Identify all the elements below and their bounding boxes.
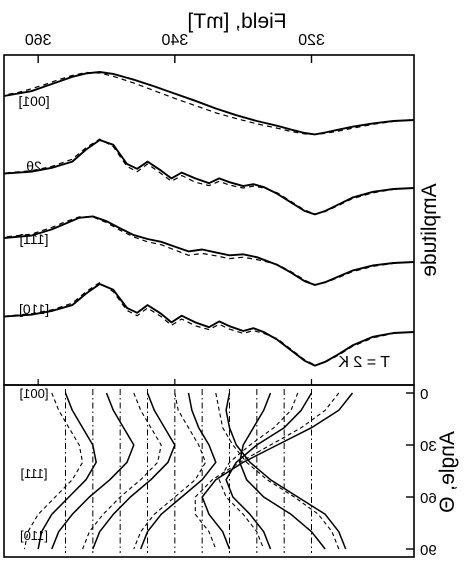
spectrum-line-0	[3, 71, 415, 136]
angle-branch-4	[140, 392, 217, 550]
spectrum-line-5	[3, 216, 415, 286]
angle-tick-label: 0	[420, 386, 428, 403]
amplitude-axis-label: Amplitude	[418, 183, 441, 276]
spectrum-line-3	[3, 138, 415, 215]
spectrum-line-1	[3, 71, 415, 135]
orientation-label-001: [001]	[20, 386, 49, 401]
angle-axis-ticks: 0 30 60 90	[406, 386, 437, 559]
angle-branch-12	[82, 392, 162, 550]
angle-tick-label: 60	[420, 490, 437, 507]
angle-branch-7	[37, 392, 97, 550]
angle-branch-10	[215, 392, 340, 550]
angle-branch-3	[225, 392, 347, 550]
angle-branch-11	[133, 392, 207, 550]
temperature-label: T = 2 K	[338, 354, 390, 371]
orientation-label-111: [111]	[21, 466, 48, 481]
angle-tick-label: 90	[420, 542, 437, 559]
field-tick-label: 360	[25, 32, 52, 49]
angle-plot	[23, 389, 354, 553]
angle-branch-9	[218, 392, 299, 550]
angle-branch-1	[225, 392, 313, 550]
spectra-panel-frame	[3, 54, 415, 386]
field-tick-label: 320	[298, 32, 325, 49]
trace-label-110: [110]	[19, 301, 49, 317]
angle-branch-13	[23, 392, 84, 550]
field-axis-ticks: 320 340 360	[25, 32, 325, 385]
spectra-plot	[3, 71, 415, 367]
mirrored-figure-group: Field, [mT] 320 340 360 Amplitude [001] 2θ…	[3, 10, 459, 559]
trace-label-2theta: 2θ	[26, 158, 42, 174]
angle-branch-0	[201, 392, 354, 550]
angle-branch-6	[51, 392, 135, 550]
field-axis-label: Field, [mT]	[187, 10, 286, 33]
angle-branch-5	[92, 392, 176, 550]
angle-panel-frame	[3, 384, 415, 558]
angle-branch-8	[194, 392, 340, 550]
field-tick-label: 340	[161, 32, 188, 49]
angle-tick-label: 30	[420, 438, 437, 455]
trace-label-111: [111]	[19, 231, 48, 247]
trace-label-001: [001]	[18, 93, 49, 109]
spectrum-line-7	[3, 282, 415, 366]
angle-branch-2	[238, 392, 326, 550]
spectrum-line-4	[3, 215, 415, 286]
spectrum-line-2	[3, 139, 415, 216]
angle-axis-label: Angle, Θ	[436, 431, 459, 513]
orientation-label-110: [110]	[20, 528, 48, 543]
